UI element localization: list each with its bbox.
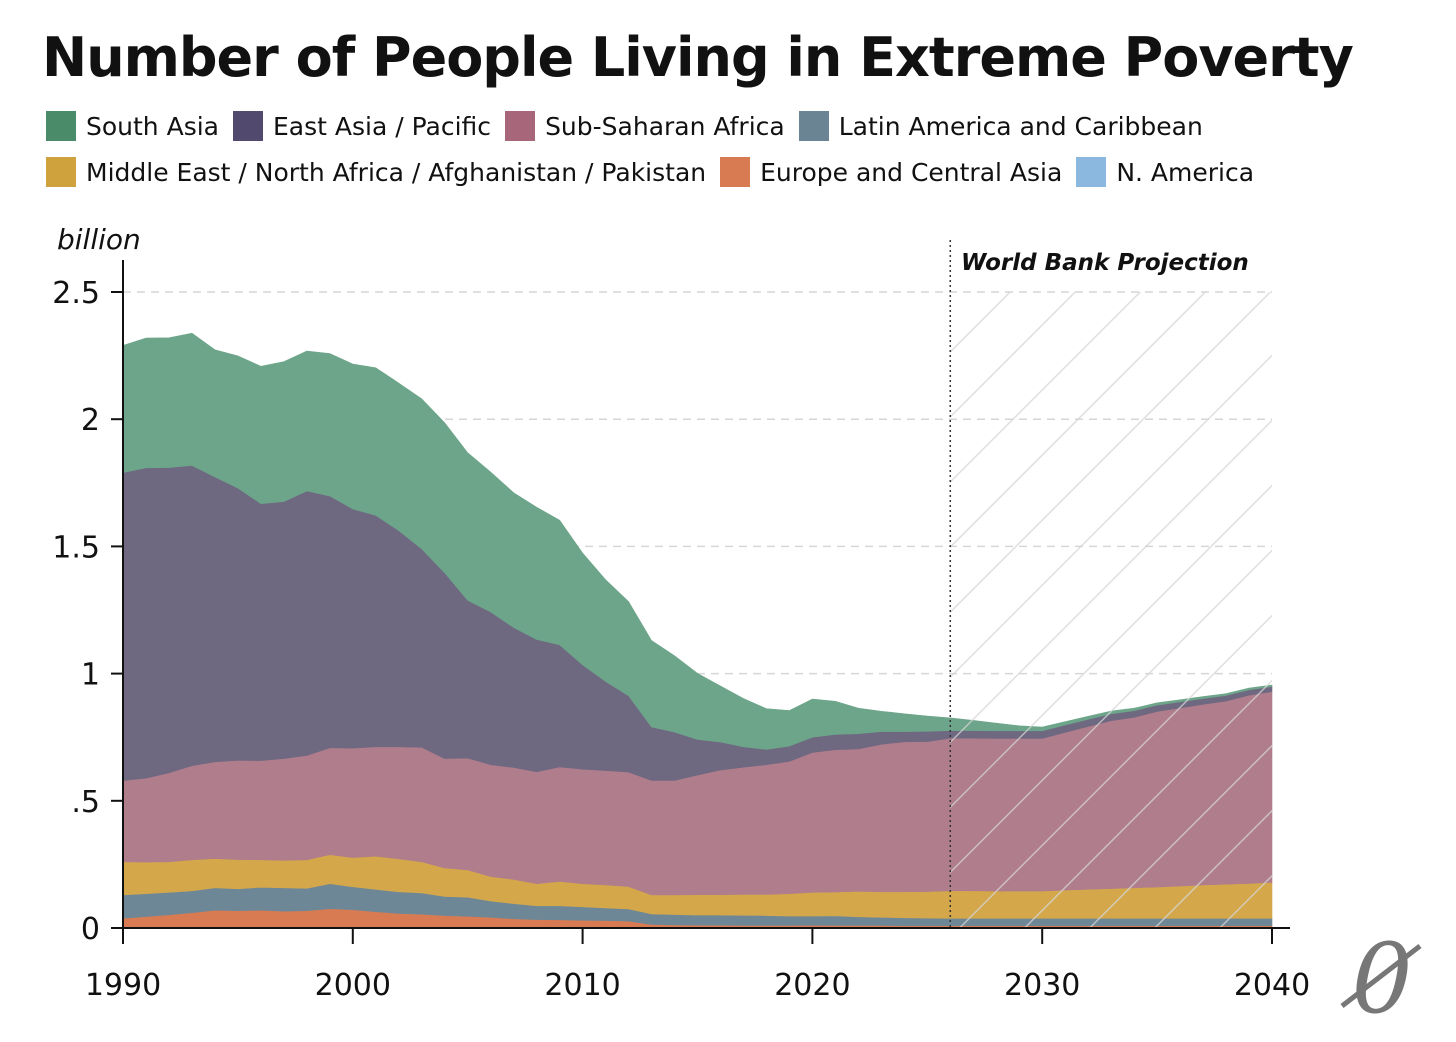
- legend-item-north-america: N. America: [1076, 157, 1254, 187]
- projection-hatch: [950, 292, 1272, 928]
- x-tick-label: 1990: [85, 968, 161, 1003]
- x-tick-label: 2010: [544, 968, 620, 1003]
- axes: 0 .5 1 1.5 2 2.5 1990 2000 2010 2020 2030 2040: [52, 260, 1310, 1003]
- legend-label: East Asia / Pacific: [273, 111, 492, 141]
- chart-title: Number of People Living in Extreme Pover…: [42, 26, 1354, 89]
- logo-glyph: 0: [1351, 923, 1412, 1035]
- legend-item-latin-america: Latin America and Caribbean: [798, 111, 1203, 141]
- y-tick-label: 0: [81, 912, 100, 947]
- legend-item-mena: Middle East / North Africa / Afghanistan…: [46, 157, 706, 187]
- legend-item-europe-central-asia: Europe and Central Asia: [720, 157, 1062, 187]
- legend-swatch: [46, 157, 76, 187]
- legend-swatch: [505, 111, 536, 141]
- legend-label: Sub-Saharan Africa: [545, 111, 785, 141]
- legend-swatch: [233, 111, 263, 141]
- x-tick-label: 2020: [774, 968, 850, 1003]
- legend-label: South Asia: [86, 111, 219, 141]
- legend-label: Europe and Central Asia: [760, 157, 1063, 187]
- y-tick-label: 1: [81, 658, 100, 693]
- x-tick-label: 2030: [1004, 968, 1080, 1003]
- y-tick-label: .5: [71, 785, 100, 820]
- logo-mark: 0: [1340, 923, 1422, 1035]
- logo-slash: [1340, 944, 1422, 1008]
- projection-label: World Bank Projection: [961, 250, 1249, 276]
- legend-label: Latin America and Caribbean: [838, 111, 1203, 141]
- legend-row: Middle East / North Africa / Afghanistan…: [46, 154, 1446, 190]
- y-tick-label: 1.5: [52, 530, 100, 565]
- legend-item-south-asia: South Asia: [46, 111, 219, 141]
- legend-item-sub-saharan-africa: Sub-Saharan Africa: [505, 111, 785, 141]
- x-tick-label: 2040: [1234, 968, 1310, 1003]
- y-tick-label: 2.5: [52, 276, 100, 311]
- legend-item-east-asia-pacific: East Asia / Pacific: [233, 111, 491, 141]
- y-tick-label: 2: [81, 403, 100, 438]
- legend-swatch: [1076, 157, 1107, 187]
- legend-row: South Asia East Asia / Pacific Sub-Sahar…: [46, 108, 1446, 144]
- y-axis-label: billion: [57, 223, 141, 256]
- legend-swatch: [46, 111, 76, 141]
- legend-label: N. America: [1116, 157, 1255, 187]
- legend-swatch: [720, 157, 751, 187]
- legend: South Asia East Asia / Pacific Sub-Sahar…: [46, 108, 1446, 200]
- legend-label: Middle East / North Africa / Afghanistan…: [86, 157, 707, 187]
- x-tick-label: 2000: [315, 968, 391, 1003]
- legend-swatch: [798, 111, 829, 141]
- projection-overlay: [949, 240, 1272, 928]
